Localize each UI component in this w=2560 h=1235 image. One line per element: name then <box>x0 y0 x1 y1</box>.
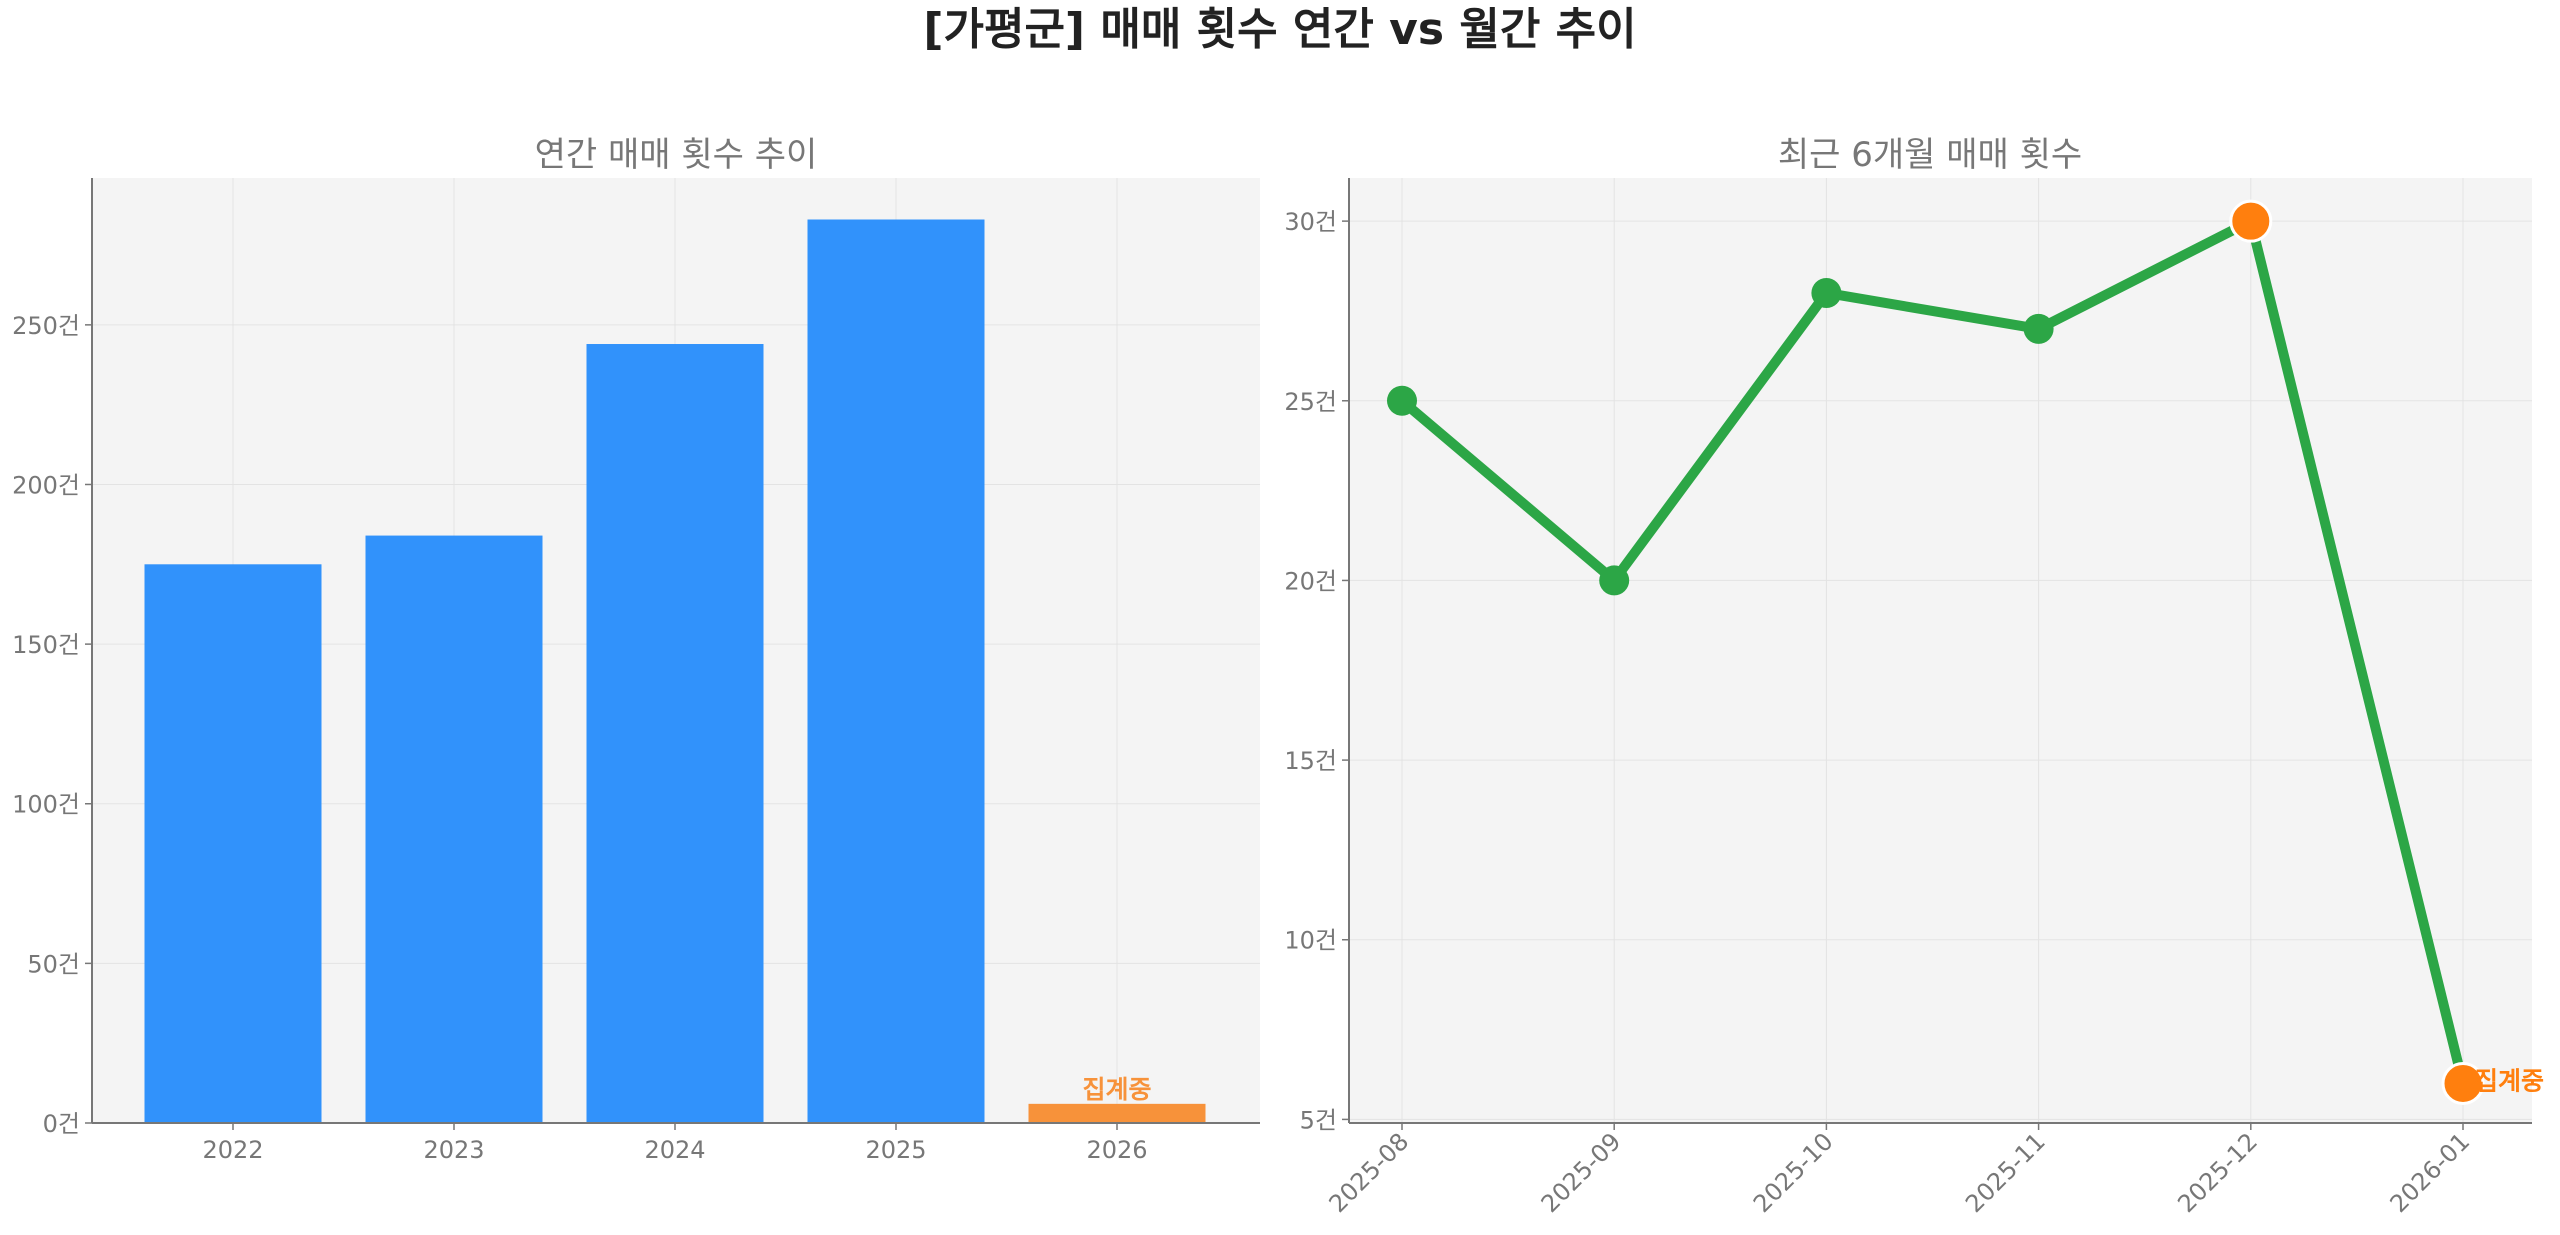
annual-x-tick-label: 2023 <box>423 1136 484 1164</box>
annual-x-tick-label: 2025 <box>865 1136 926 1164</box>
monthly-series-line <box>1397 216 2468 1089</box>
annual-bar-2025 <box>807 219 985 1124</box>
annual-x-tick-label: 2022 <box>202 1136 263 1164</box>
monthly-y-tick-label: 5건 <box>1300 1106 1337 1134</box>
annual-y-tick-label: 200건 <box>12 471 80 499</box>
annual-bar-2022 <box>144 564 322 1123</box>
monthly-point-2026-01 <box>2441 1061 2485 1105</box>
annual-chart-title: 연간 매매 횟수 추이 <box>535 135 818 175</box>
annual-x-tick-label: 2026 <box>1086 1136 1147 1164</box>
monthly-y-tick-label: 20건 <box>1284 567 1337 595</box>
monthly-x-tick-label: 2025-09 <box>1536 1127 1627 1218</box>
monthly-point-2025-09 <box>1599 565 1630 596</box>
monthly-y-tick-label: 15건 <box>1284 747 1337 775</box>
monthly-x-tick-label: 2025-08 <box>1324 1127 1415 1218</box>
monthly-plot-area <box>1349 178 2532 1123</box>
monthly-chart-title: 최근 6개월 매매 횟수 <box>1778 135 2082 175</box>
annual-bar-2024 <box>586 344 764 1123</box>
annual-y-tick-label: 50건 <box>27 950 80 978</box>
monthly-in-progress-label: 집계중 <box>2475 1066 2544 1095</box>
monthly-y-tick-label: 30건 <box>1284 208 1337 236</box>
monthly-point-2025-08 <box>1387 385 1417 416</box>
annual-bar-2026 <box>1028 1103 1206 1123</box>
monthly-y-tick-label: 10건 <box>1284 927 1337 955</box>
monthly-point-2025-11 <box>2023 313 2054 344</box>
monthly-y-tick-label: 25건 <box>1284 388 1337 416</box>
annual-y-tick-label: 0건 <box>43 1110 80 1138</box>
figure-title: [가평군] 매매 횟수 연간 vs 월간 추이 <box>923 4 1636 55</box>
monthly-x-tick-label: 2025-12 <box>2172 1127 2263 1218</box>
monthly-x-tick-label: 2025-11 <box>1960 1127 2051 1218</box>
annual-bar-2023 <box>365 535 543 1123</box>
annual-x-tick-label: 2024 <box>644 1136 705 1164</box>
monthly-x-tick-label: 2025-10 <box>1748 1127 1839 1218</box>
annual-in-progress-label: 집계중 <box>1082 1075 1151 1104</box>
annual-y-tick-label: 100건 <box>12 791 80 819</box>
monthly-point-2025-10 <box>1811 277 1842 308</box>
monthly-x-tick-label: 2026-01 <box>2385 1127 2476 1218</box>
monthly-point-2025-12 <box>2229 199 2273 243</box>
annual-y-tick-label: 250건 <box>12 312 80 340</box>
annual-y-tick-label: 150건 <box>12 631 80 659</box>
